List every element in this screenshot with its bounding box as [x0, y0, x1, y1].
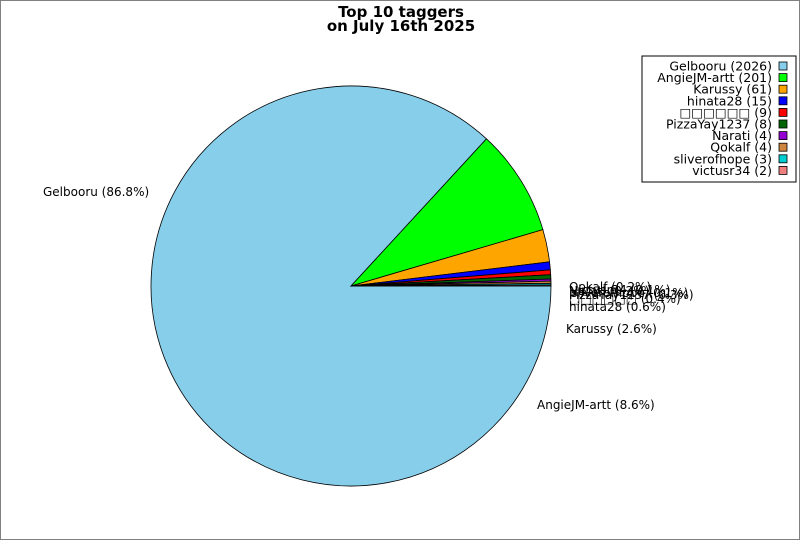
legend-entry-narati: Narati (4)	[712, 128, 772, 143]
legend: Gelbooru (2026)AngieJM-artt (201)Karussy…	[641, 55, 797, 183]
legend-swatch-hinata28	[778, 96, 788, 106]
legend-swatch-victusr34	[778, 165, 788, 175]
legend-entry-item-4: □□□□□□ (9)	[679, 105, 772, 120]
legend-entry-qokalf: Qokalf (4)	[710, 140, 772, 155]
slice-label-qokalf: Qokalf (0.2%)	[569, 280, 651, 294]
slice-label-hinata28: hinata28 (0.6%)	[569, 300, 666, 314]
legend-swatch-qokalf	[778, 142, 788, 152]
slice-label-angiejm-artt: AngieJM-artt (8.6%)	[537, 398, 655, 412]
legend-swatch-item-4	[778, 108, 788, 117]
legend-swatch-karussy	[778, 84, 788, 94]
chart-subtitle: on July 16th 2025	[327, 17, 475, 35]
slice-label-karussy: Karussy (2.6%)	[566, 322, 657, 336]
pie-slice-angiejm-artt	[349, 138, 544, 287]
legend-swatch-sliverofhope	[778, 154, 788, 164]
legend-entry-victusr34: victusr34 (2)	[692, 163, 772, 178]
legend-box	[641, 55, 797, 183]
pie-slices	[150, 85, 552, 487]
slice-label-pizzayay1237: PizzaYay1237 (0.3%)	[569, 288, 694, 302]
legend-entry-hinata28: hinata28 (15)	[687, 93, 772, 108]
slice-label-item-4: □□□□□□ (0.4%)	[569, 292, 681, 306]
legend-entry-pizzayay1237: PizzaYay1237 (8)	[666, 117, 772, 132]
slice-label-victusr34: victusr34 (0.1%)	[571, 283, 670, 297]
chart-title: Top 10 taggers	[338, 3, 464, 21]
legend-swatch-narati	[778, 131, 788, 141]
pie-slice-victusr34	[350, 284, 552, 287]
legend-entry-gelbooru: Gelbooru (2026)	[669, 59, 772, 74]
legend-swatch-pizzayay1237	[778, 119, 788, 129]
legend-swatch-gelbooru	[778, 61, 788, 71]
legend-entry-karussy: Karussy (61)	[693, 82, 772, 97]
legend-swatch-angiejm-artt	[778, 73, 788, 82]
slice-labels: Gelbooru (86.8%) AngieJM-artt (8.6%) Karus…	[43, 185, 694, 412]
legend-entry-sliverofhope: sliverofhope (3)	[674, 151, 772, 166]
slice-label-gelbooru: Gelbooru (86.8%)	[43, 185, 149, 199]
slice-label-sliverofhope: sliverofhope (0.1%)	[571, 286, 688, 300]
legend-entry-angiejm-artt: AngieJM-artt (201)	[657, 70, 772, 85]
slice-label-narati: Narati (0.2%)	[569, 284, 649, 298]
